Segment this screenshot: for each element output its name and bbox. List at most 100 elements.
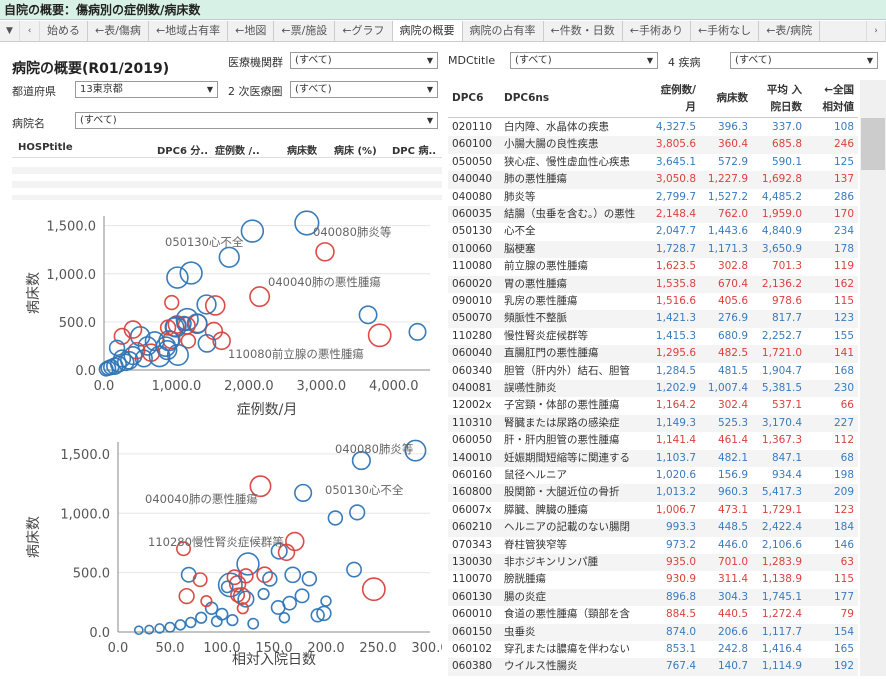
beds-value: 405.6 [717,295,748,307]
table-row[interactable]: 060102 穿孔または膿瘍を伴わない 853.1 242.8 1,416.4 165 [448,641,858,659]
institution-group-select[interactable]: (すべて) ▼ [290,52,438,69]
table-row[interactable]: 060035 結腸（虫垂を含む。）の悪性 2,148.4 762.0 1,959.0 17… [448,206,858,224]
hosp-col-beds[interactable]: 病床数 [287,146,317,157]
dpc-name: 狭心症、慢性虚血性心疾患 [504,155,630,168]
tab-scroll-down-icon[interactable]: ▼ [0,21,20,41]
tab-1[interactable]: ←表/傷病 [88,21,149,41]
table-row[interactable]: 060040 直腸肛門の悪性腫瘍 1,295.6 482.5 1,721.0 141 [448,345,858,363]
data-point [270,542,288,560]
tab-2[interactable]: ←地域占有率 [149,21,229,41]
dpc-code: 110070 [452,573,493,586]
tab-10[interactable]: ←手術なし [691,21,760,41]
dpc-col-avg-days[interactable]: 平均 入 院日数 [766,84,802,113]
table-row[interactable]: 050130 心不全 2,047.7 1,443.6 4,840.9 234 [448,223,858,241]
hosp-col-bed-pct[interactable]: 病床 (%) [334,146,377,157]
table-row[interactable]: 06007x 膵臓、脾臓の腫瘍 1,006.7 473.1 1,729.1 123 [448,501,858,520]
beds-value: 572.9 [717,155,748,168]
beds-value: 396.3 [717,121,748,133]
dpc-col-relative[interactable]: ←全国 相対値 [822,84,855,113]
table-row[interactable]: 040040 肺の悪性腫瘍 3,050.8 1,227.9 1,692.8 137 [448,171,858,189]
dpc-col-cases[interactable]: 症例数/ 月 [660,84,696,113]
cases-value: 1,006.7 [655,503,696,516]
tab-scroll-left-icon[interactable]: ‹ [20,21,40,41]
hosp-col-cases[interactable]: 症例数 /.. [215,146,260,157]
dpc-code: 060100 [452,138,493,151]
table-row[interactable]: 110280 慢性腎炎症候群等 1,415.3 680.9 2,252.7 155 [448,327,858,346]
hospital-select[interactable]: (すべて) ▼ [75,112,438,129]
table-row[interactable]: 12002x 子宮頸・体部の悪性腫瘍 1,164.2 302.4 537.1 66 [448,397,858,415]
tab-9[interactable]: ←手術あり [623,21,691,41]
table-scrollbar-thumb[interactable] [861,118,885,170]
beds-value: 276.9 [717,312,748,325]
hosp-table-header: HOSPtitle DPC6 分.. 症例数 /.. 病床数 病床 (%) DP… [12,140,442,158]
tab-scroll-right-icon[interactable]: › [866,21,886,41]
hospital-label: 病院名 [12,117,45,130]
data-point [349,504,366,521]
data-point [174,619,187,631]
tab-4[interactable]: ←票/施設 [274,21,336,41]
table-row[interactable]: 060020 胃の悪性腫瘍 1,535.8 670.4 2,136.2 162 [448,275,858,293]
four-diseases-select[interactable]: (すべて) ▼ [730,52,878,69]
table-row[interactable]: 040080 肺炎等 2,799.7 1,527.2 4,485.2 286 [448,188,858,206]
data-point [358,305,378,325]
table-scrollbar[interactable] [860,80,886,676]
dpc-col-beds[interactable]: 病床数 [716,92,749,104]
dpc-name: 膀胱腫瘍 [504,573,546,586]
hosp-col-title[interactable]: HOSPtitle [18,142,73,153]
dpc-code: 060380 [452,660,493,673]
prefecture-select[interactable]: 13東京都 ▼ [75,81,218,98]
cases-value: 1,516.6 [655,295,696,307]
table-row[interactable]: 060160 鼠径ヘルニア 1,020.6 156.9 934.4 198 [448,467,858,485]
table-row[interactable]: 060050 肝・肝内胆管の悪性腫瘍 1,141.4 461.4 1,367.3 112 [448,432,858,450]
table-row[interactable]: 110080 前立腺の悪性腫瘍 1,623.5 302.8 701.3 119 [448,258,858,276]
tab-5[interactable]: ←グラフ [335,21,393,41]
tab-11[interactable]: ←表/病院 [759,21,821,41]
table-row[interactable]: 060340 胆管（肝内外）結石、胆管 1,284.5 481.5 1,904.7 168 [448,362,858,380]
table-row[interactable]: 090010 乳房の悪性腫瘍 1,516.6 405.6 978.6 115 [448,293,858,311]
tab-bar: ▼ ‹ 始める ←表/傷病 ←地域占有率 ←地図 ←票/施設 ←グラフ 病院の概要 病院の占有… [0,21,886,42]
secondary-area-select[interactable]: (すべて) ▼ [290,81,438,98]
relative-value: 68 [840,451,854,464]
tab-6[interactable]: 病院の概要 [392,21,463,41]
data-point [108,339,126,357]
tab-3[interactable]: ←地図 [228,21,275,41]
relative-value: 137 [833,173,854,186]
dpc-name: 頻脈性不整脈 [504,312,567,325]
dpc-code: 060102 [452,643,493,655]
dpc-code: 040080 [452,190,493,203]
mdc-select[interactable]: (すべて) ▼ [510,52,658,69]
dpc-code: 050070 [452,312,493,325]
table-row[interactable]: 060130 腸の炎症 896.8 304.3 1,745.1 177 [448,588,858,607]
hosp-col-dpc6[interactable]: DPC6 分.. [157,146,209,157]
data-point [226,614,239,627]
table-row[interactable]: 060380 ウイルス性腸炎 767.4 140.7 1,114.9 192 [448,658,858,676]
cases-value: 2,799.7 [655,190,696,203]
data-point [220,580,234,594]
table-row[interactable]: 040081 誤嚥性肺炎 1,202.9 1,007.4 5,381.5 230 [448,380,858,398]
table-row[interactable]: 070343 脊柱管狭窄等 973.2 446.0 2,106.6 146 [448,536,858,554]
tab-8[interactable]: ←件数・日数 [544,21,623,41]
dpc-col-code[interactable]: DPC6 [452,92,484,104]
table-row[interactable]: 060150 虫垂炎 874.0 206.6 1,117.7 154 [448,623,858,641]
hosp-col-dpc-hosp[interactable]: DPC 病.. [392,146,437,157]
x-tick-label: 200.0 [307,641,344,656]
table-row[interactable]: 060210 ヘルニアの記載のない腸閉 993.3 448.5 2,422.4 184 [448,519,858,537]
tab-7[interactable]: 病院の占有率 [463,21,544,41]
table-row[interactable]: 050050 狭心症、慢性虚血性心疾患 3,645.1 572.9 590.1 125 [448,153,858,172]
tab-0[interactable]: 始める [40,21,88,41]
data-point [236,552,260,576]
table-row[interactable]: 020110 白内障、水晶体の疾患 4,327.5 396.3 337.0 108 [448,119,858,137]
table-row[interactable]: 160800 股関節・大腿近位の骨折 1,013.2 960.3 5,417.3 209 [448,484,858,502]
table-row[interactable]: 130030 非ホジキンリンパ腫 935.0 701.0 1,283.9 63 [448,554,858,572]
table-row[interactable]: 060010 食道の悪性腫瘍（頸部を含 884.5 440.5 1,272.4 79 [448,606,858,624]
table-row[interactable]: 010060 脳梗塞 1,728.7 1,171.3 3,650.9 178 [448,240,858,259]
chevron-down-icon: ▼ [866,56,873,65]
table-row[interactable]: 110070 膀胱腫瘍 930.9 311.4 1,138.9 115 [448,571,858,589]
dpc-col-name[interactable]: DPC6ns [504,92,550,104]
table-row[interactable]: 140010 妊娠期間短縮等に関連する 1,103.7 482.1 847.1 68 [448,449,858,467]
table-row[interactable]: 110310 腎臓または尿路の感染症 1,149.3 525.3 3,170.4 227 [448,414,858,433]
table-row[interactable]: 060100 小腸大腸の良性疾患 3,805.6 360.4 685.8 246 [448,136,858,154]
data-point [346,561,363,578]
table-row[interactable]: 050070 頻脈性不整脈 1,421.3 276.9 817.7 123 [448,310,858,328]
hosp-table-body [12,160,442,200]
